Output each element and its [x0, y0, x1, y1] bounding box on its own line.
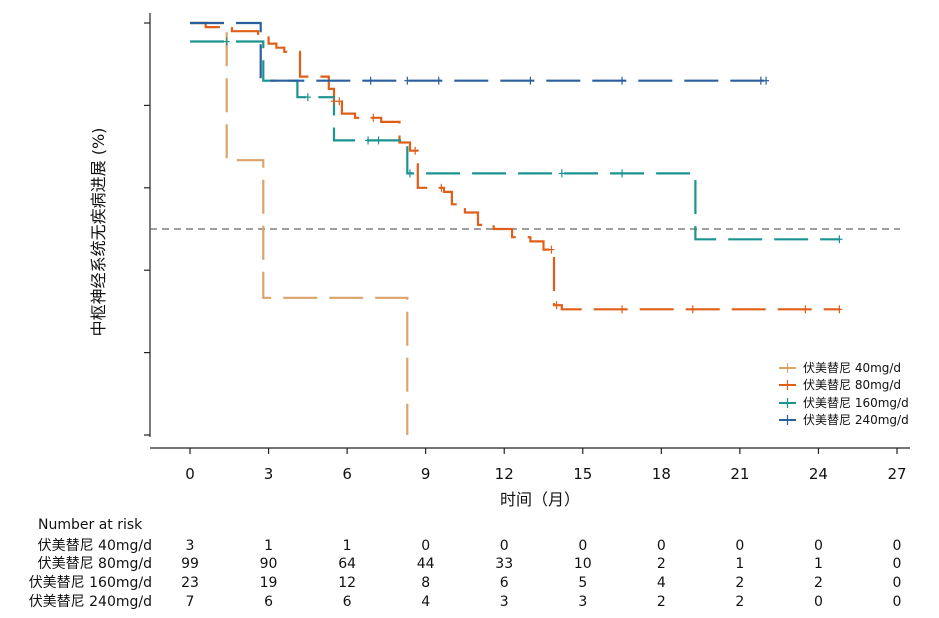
legend-label: 伏美替尼 160mg/d [803, 396, 909, 410]
x-tick-labels: 0 3 6 9 12 15 18 21 24 27 [185, 465, 906, 483]
risk-value: 2 [735, 575, 744, 591]
risk-row-label: 伏美替尼 80mg/d [38, 556, 152, 572]
y-axis-title: 中枢神经系统无疾病进展 (%) [89, 128, 108, 337]
x-axis-title: 时间（月） [500, 490, 580, 509]
risk-value: 12 [338, 575, 356, 591]
risk-value: 10 [574, 556, 592, 572]
legend-item: 伏美替尼 80mg/d [779, 378, 901, 392]
censor-marks [223, 37, 843, 314]
risk-value: 1 [814, 556, 823, 572]
risk-value: 0 [814, 538, 823, 554]
risk-value: 1 [735, 556, 744, 572]
risk-value: 44 [417, 556, 435, 572]
risk-table: Number at risk 伏美替尼 40mg/d 伏美替尼 80mg/d 伏… [29, 517, 902, 610]
legend-item: 伏美替尼 240mg/d [779, 413, 909, 427]
risk-row-label: 伏美替尼 160mg/d [29, 575, 152, 591]
risk-value: 0 [657, 538, 666, 554]
risk-value: 4 [421, 594, 430, 610]
x-tick-label: 12 [495, 465, 514, 483]
risk-values: 3 1 1 0 0 0 0 0 0 099 90 64 44 33 10 2 1 1 023 19 12 8 6 5 4 2 2 07… [181, 538, 901, 610]
km-curve [190, 21, 840, 311]
x-tick-label: 9 [421, 465, 431, 483]
risk-value: 23 [181, 575, 199, 591]
survival-curves [190, 21, 840, 435]
risk-table-title: Number at risk [38, 517, 143, 533]
legend-label: 伏美替尼 40mg/d [803, 361, 901, 375]
legend-label: 伏美替尼 240mg/d [803, 413, 909, 427]
risk-value: 6 [343, 594, 352, 610]
risk-value: 64 [338, 556, 356, 572]
x-tick-label: 24 [809, 465, 828, 483]
risk-value: 2 [657, 556, 666, 572]
axes [144, 13, 910, 454]
risk-value: 0 [421, 538, 430, 554]
risk-value: 0 [893, 538, 902, 554]
risk-value: 1 [343, 538, 352, 554]
risk-value: 0 [578, 538, 587, 554]
risk-value: 0 [814, 594, 823, 610]
x-tick-label: 18 [652, 465, 671, 483]
x-tick-label: 27 [887, 465, 906, 483]
km-curve [190, 21, 409, 435]
risk-value: 0 [893, 556, 902, 572]
risk-value: 0 [893, 575, 902, 591]
risk-value: 19 [260, 575, 278, 591]
risk-value: 0 [893, 594, 902, 610]
risk-value: 0 [735, 538, 744, 554]
risk-value: 99 [181, 556, 199, 572]
risk-value: 3 [186, 538, 195, 554]
x-tick-label: 3 [264, 465, 274, 483]
risk-value: 7 [186, 594, 195, 610]
legend-label: 伏美替尼 80mg/d [803, 378, 901, 392]
risk-value: 8 [421, 575, 430, 591]
risk-value: 3 [500, 594, 509, 610]
risk-row-label: 伏美替尼 240mg/d [29, 594, 152, 610]
legend-item: 伏美替尼 40mg/d [779, 361, 901, 375]
risk-value: 90 [260, 556, 278, 572]
km-curve [190, 21, 767, 82]
km-curve [190, 40, 840, 241]
risk-value: 3 [578, 594, 587, 610]
x-tick-label: 15 [573, 465, 592, 483]
risk-value: 0 [500, 538, 509, 554]
risk-value: 33 [495, 556, 513, 572]
legend-item: 伏美替尼 160mg/d [779, 396, 909, 410]
risk-value: 2 [735, 594, 744, 610]
risk-value: 2 [657, 594, 666, 610]
x-tick-label: 21 [730, 465, 749, 483]
risk-value: 6 [500, 575, 509, 591]
risk-row-label: 伏美替尼 40mg/d [38, 538, 152, 554]
risk-value: 1 [264, 538, 273, 554]
risk-value: 4 [657, 575, 666, 591]
x-tick-label: 6 [342, 465, 352, 483]
x-tick-label: 0 [185, 465, 195, 483]
legend: 伏美替尼 40mg/d 伏美替尼 80mg/d 伏美替尼 160mg/d 伏美替… [779, 361, 909, 427]
risk-value: 2 [814, 575, 823, 591]
risk-value: 6 [264, 594, 273, 610]
risk-value: 5 [578, 575, 587, 591]
